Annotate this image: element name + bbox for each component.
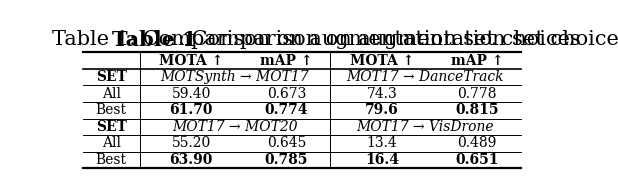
- Text: Table 1: Comparison on augmentation set choices: Table 1: Comparison on augmentation set …: [0, 193, 1, 194]
- Text: Best: Best: [96, 153, 127, 167]
- Text: 61.70: 61.70: [169, 103, 213, 117]
- Text: 55.20: 55.20: [172, 136, 211, 150]
- Text: MOTA ↑: MOTA ↑: [350, 54, 414, 68]
- Text: 0.778: 0.778: [457, 87, 497, 101]
- Text: SET: SET: [96, 120, 127, 134]
- Text: 13.4: 13.4: [366, 136, 397, 150]
- Text: All: All: [102, 136, 121, 150]
- Text: Table 1: Table 1: [112, 30, 197, 50]
- Text: 63.90: 63.90: [169, 153, 213, 167]
- Text: SET: SET: [96, 70, 127, 84]
- Text: : Comparison on augmentation set choices: : Comparison on augmentation set choices: [177, 30, 618, 49]
- Text: Table 1: Table 1: [0, 193, 1, 194]
- Text: Best: Best: [96, 103, 127, 117]
- Text: 0.815: 0.815: [455, 103, 499, 117]
- Text: 74.3: 74.3: [366, 87, 397, 101]
- Text: 0.651: 0.651: [455, 153, 499, 167]
- Text: 0.774: 0.774: [265, 103, 308, 117]
- Text: 0.489: 0.489: [457, 136, 497, 150]
- Text: 59.40: 59.40: [172, 87, 211, 101]
- Text: 0.785: 0.785: [265, 153, 308, 167]
- Text: 16.4: 16.4: [365, 153, 399, 167]
- Text: MOT17 → MOT20: MOT17 → MOT20: [172, 120, 298, 134]
- Text: 0.645: 0.645: [267, 136, 307, 150]
- Text: MOTA ↑: MOTA ↑: [159, 54, 223, 68]
- Text: MOT17 → VisDrone: MOT17 → VisDrone: [357, 120, 494, 134]
- Text: MOTSynth → MOT17: MOTSynth → MOT17: [161, 70, 309, 84]
- Text: All: All: [102, 87, 121, 101]
- Text: mAP ↑: mAP ↑: [451, 54, 504, 68]
- Text: MOT17 → DanceTrack: MOT17 → DanceTrack: [347, 70, 504, 84]
- Text: Table 1: Comparison on augmentation set choices: Table 1: Comparison on augmentation set …: [53, 30, 581, 49]
- Text: mAP ↑: mAP ↑: [260, 54, 313, 68]
- Text: Table 1: Comparison on augmentation set choices: Table 1: Comparison on augmentation set …: [0, 193, 1, 194]
- Text: 79.6: 79.6: [365, 103, 399, 117]
- Text: 0.673: 0.673: [267, 87, 307, 101]
